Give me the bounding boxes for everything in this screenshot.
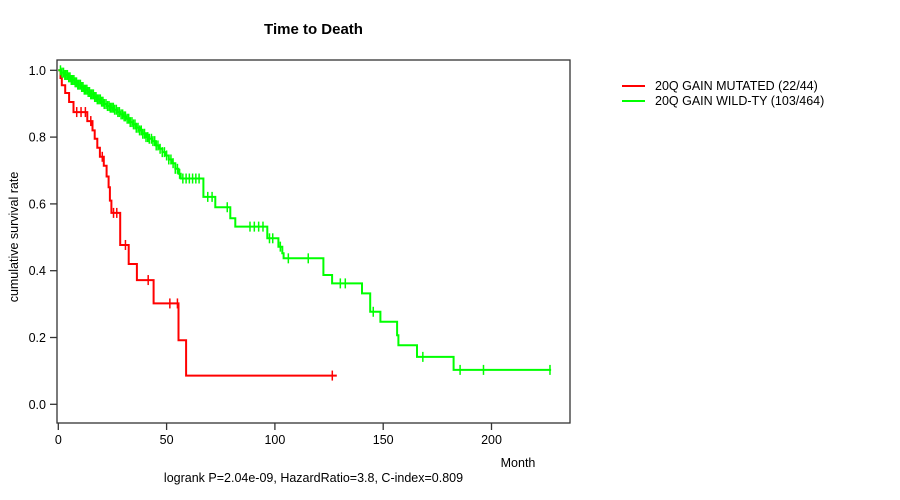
stats-annotation: logrank P=2.04e-09, HazardRatio=3.8, C-i… bbox=[163, 471, 464, 485]
y-tick-label: 0.4 bbox=[29, 264, 46, 278]
plot-frame bbox=[56, 59, 571, 424]
y-tick-label: 1.0 bbox=[29, 64, 46, 78]
legend-item-mutated: 20Q GAIN MUTATED (22/44) bbox=[622, 78, 824, 94]
survival-curve bbox=[58, 69, 552, 371]
legend: 20Q GAIN MUTATED (22/44) 20Q GAIN WILD-T… bbox=[622, 78, 824, 109]
y-tick-label: 0.8 bbox=[29, 131, 46, 145]
legend-item-wildtype: 20Q GAIN WILD-TY (103/464) bbox=[622, 94, 824, 110]
x-tick-label: 150 bbox=[373, 433, 394, 447]
x-tick-label: 200 bbox=[481, 433, 502, 447]
x-tick-label: 50 bbox=[160, 433, 174, 447]
x-tick-label: 100 bbox=[264, 433, 285, 447]
legend-line-red-icon bbox=[622, 84, 645, 87]
chart-title: Time to Death bbox=[264, 21, 363, 38]
legend-label-wildtype: 20Q GAIN WILD-TY (103/464) bbox=[655, 94, 825, 109]
legend-label-mutated: 20Q GAIN MUTATED (22/44) bbox=[655, 78, 818, 93]
y-tick-label: 0.6 bbox=[29, 197, 46, 211]
x-tick-label: 0 bbox=[55, 433, 62, 447]
survival-curve bbox=[58, 69, 337, 377]
y-tick-label: 0.0 bbox=[29, 398, 46, 412]
y-tick-label: 0.2 bbox=[29, 331, 46, 345]
x-axis-label: Month bbox=[500, 456, 536, 470]
legend-line-green-icon bbox=[622, 100, 645, 103]
